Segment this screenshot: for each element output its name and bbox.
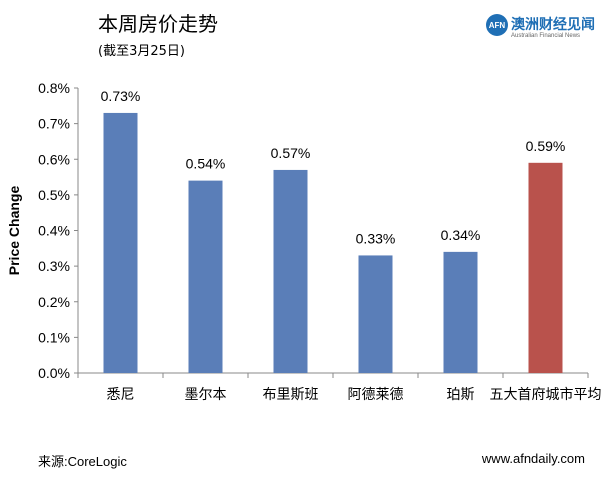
bar bbox=[103, 112, 138, 373]
y-tick-label: 0.0% bbox=[38, 365, 70, 381]
chart-title: 本周房价走势 bbox=[98, 12, 218, 36]
category-label: 阿德莱德 bbox=[348, 387, 404, 403]
chart-subtitle: (截至3月25日) bbox=[98, 44, 185, 59]
data-label: 0.57% bbox=[271, 145, 311, 161]
data-label: 0.73% bbox=[101, 88, 141, 104]
y-tick-label: 0.3% bbox=[38, 258, 70, 274]
afn-logo: AFN 澳洲财经见闻 Australian Financial News bbox=[486, 14, 606, 44]
source-note: 来源:CoreLogic bbox=[38, 454, 127, 469]
data-label: 0.33% bbox=[356, 230, 396, 246]
category-label: 悉尼 bbox=[107, 387, 135, 403]
data-label: 0.59% bbox=[526, 138, 566, 154]
website-link[interactable]: www.afndaily.com bbox=[481, 451, 585, 466]
category-label: 五大首府城市平均 bbox=[490, 386, 602, 403]
y-tick-label: 0.4% bbox=[38, 223, 70, 239]
bar bbox=[443, 251, 478, 373]
category-label: 墨尔本 bbox=[185, 387, 227, 403]
y-tick-label: 0.2% bbox=[38, 294, 70, 310]
y-tick-label: 0.1% bbox=[38, 329, 70, 345]
y-tick-label: 0.7% bbox=[38, 116, 70, 132]
data-label: 0.54% bbox=[186, 156, 226, 172]
afn-logo-icon: AFN bbox=[486, 14, 508, 36]
logo-tagline: Australian Financial News bbox=[511, 33, 581, 39]
bar bbox=[528, 162, 563, 373]
category-label: 珀斯 bbox=[447, 387, 475, 403]
data-label: 0.34% bbox=[441, 227, 481, 243]
y-tick-label: 0.8% bbox=[38, 80, 70, 96]
logo-name: 澳洲财经见闻 bbox=[511, 17, 595, 33]
y-tick-label: 0.6% bbox=[38, 151, 70, 167]
bar bbox=[188, 180, 223, 373]
bar bbox=[358, 255, 393, 373]
bar bbox=[273, 169, 308, 373]
category-label: 布里斯班 bbox=[263, 387, 319, 403]
y-tick-label: 0.5% bbox=[38, 187, 70, 203]
y-axis-title: Price Change bbox=[6, 186, 22, 276]
